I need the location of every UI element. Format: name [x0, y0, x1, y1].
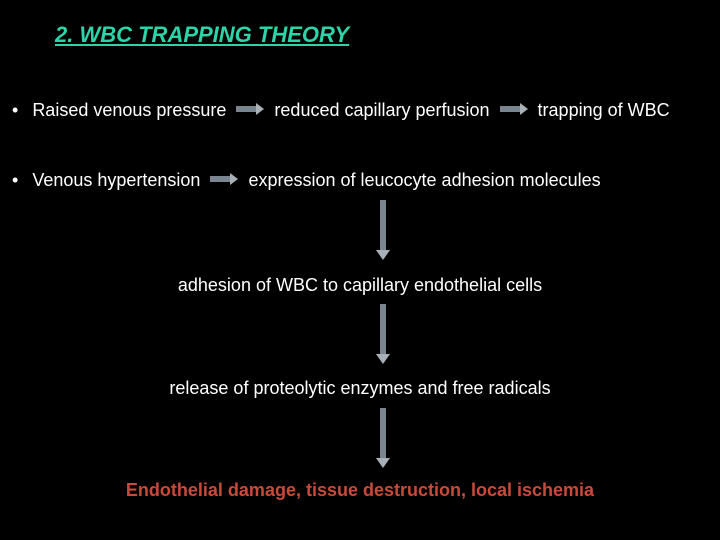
- bullet-dot: •: [12, 100, 18, 121]
- bullet-dot: •: [12, 170, 18, 191]
- step-5-row: Endothelial damage, tissue destruction, …: [0, 480, 720, 501]
- step-3-text: adhesion of WBC to capillary endothelial…: [178, 275, 542, 295]
- row2-a: Venous hypertension: [32, 170, 200, 191]
- arrow-right-icon: [210, 172, 238, 190]
- step-4-text: release of proteolytic enzymes and free …: [169, 378, 550, 398]
- arrow-down-icon: [376, 408, 390, 473]
- bullet-row-1: • Raised venous pressure reduced capilla…: [12, 100, 670, 121]
- arrow-down-icon: [376, 304, 390, 369]
- step-3-row: adhesion of WBC to capillary endothelial…: [0, 275, 720, 296]
- arrow-down-icon: [376, 200, 390, 265]
- row1-c: trapping of WBC: [538, 100, 670, 121]
- arrow-right-icon: [236, 102, 264, 120]
- arrow-right-icon: [500, 102, 528, 120]
- row2-b: expression of leucocyte adhesion molecul…: [248, 170, 600, 191]
- step-4-row: release of proteolytic enzymes and free …: [0, 378, 720, 399]
- bullet-row-2: • Venous hypertension expression of leuc…: [12, 170, 601, 191]
- step-5-text: Endothelial damage, tissue destruction, …: [126, 480, 594, 500]
- slide-title: 2. WBC TRAPPING THEORY: [55, 22, 349, 48]
- row1-b: reduced capillary perfusion: [274, 100, 489, 121]
- row1-a: Raised venous pressure: [32, 100, 226, 121]
